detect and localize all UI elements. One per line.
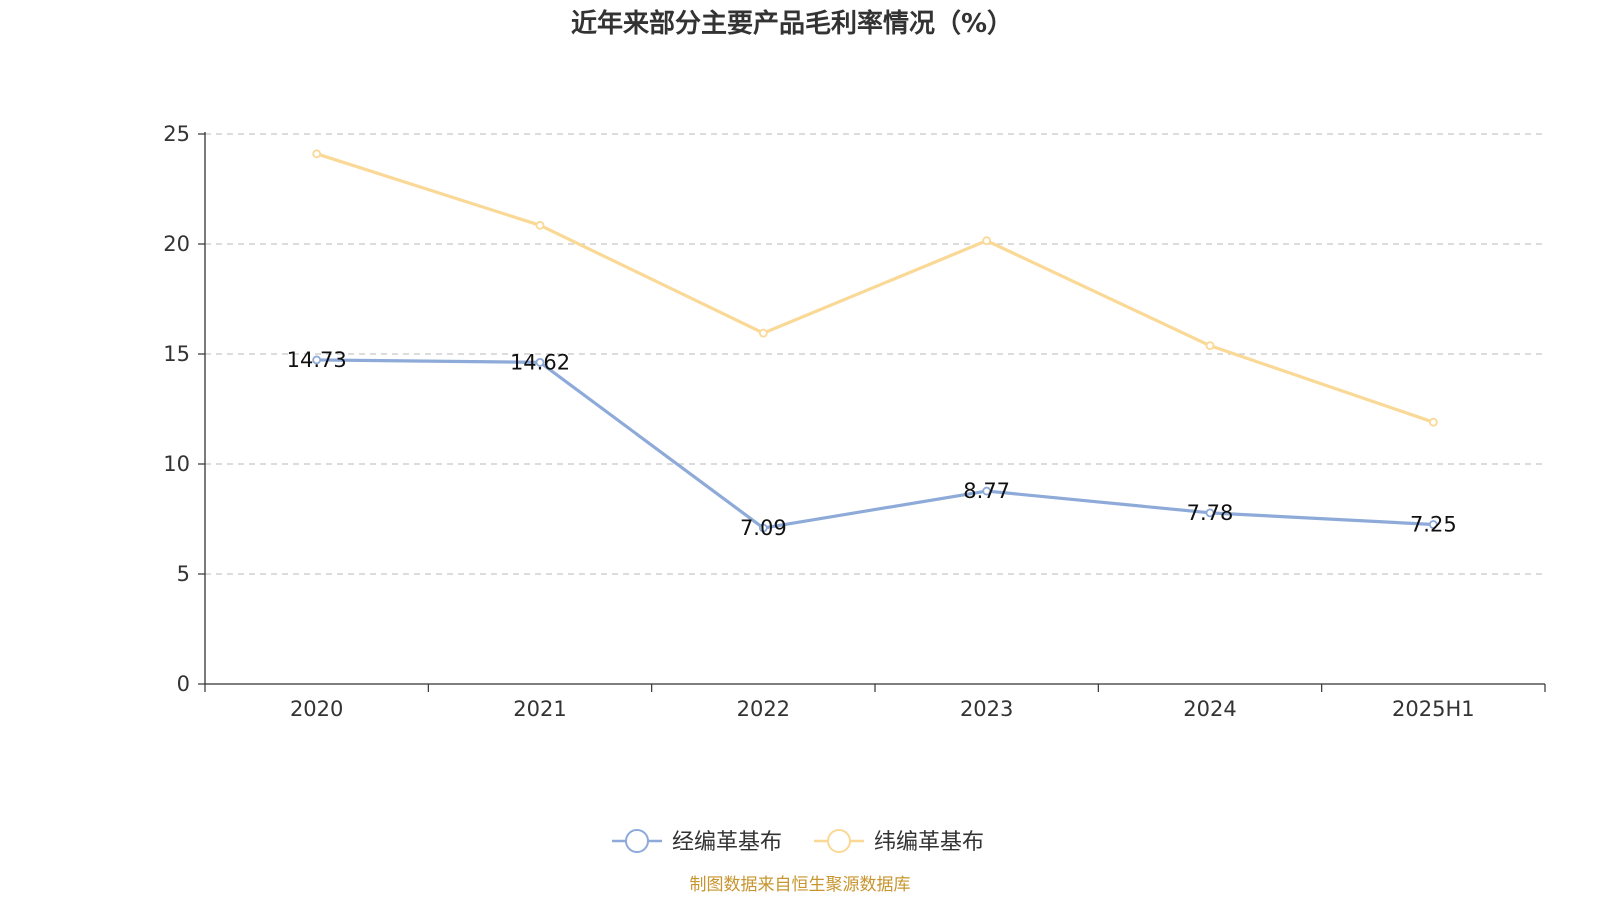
data-point xyxy=(535,220,545,230)
data-point xyxy=(1205,341,1215,351)
legend-label: 纬编革基布 xyxy=(874,830,984,855)
series-line xyxy=(316,152,1434,424)
data-point xyxy=(982,486,992,496)
x-tick-label: 2021 xyxy=(513,697,566,721)
y-tick-label: 25 xyxy=(163,122,190,146)
gridlines xyxy=(205,133,1545,575)
x-tick-label: 2022 xyxy=(737,697,790,721)
data-point xyxy=(758,328,768,338)
y-tick-label: 15 xyxy=(163,342,190,366)
y-tick-label: 5 xyxy=(177,562,190,586)
chart-title: 近年来部分主要产品毛利率情况（%） xyxy=(571,8,1013,39)
legend-item[interactable]: 经编革基布 xyxy=(612,829,782,855)
legend-marker xyxy=(827,829,851,853)
data-label: 7.25 xyxy=(1410,513,1457,537)
data-point xyxy=(535,357,545,367)
data-label: 7.09 xyxy=(740,516,787,540)
data-label: 8.77 xyxy=(963,479,1010,503)
x-tick-label: 2025H1 xyxy=(1392,697,1475,721)
legend[interactable]: 经编革基布 纬编革基布 xyxy=(612,829,984,855)
legend-item[interactable]: 纬编革基布 xyxy=(814,829,984,855)
data-label: 14.73 xyxy=(287,348,347,372)
data-point xyxy=(982,236,992,246)
series-lines xyxy=(312,149,1438,533)
source-note: 制图数据来自恒生聚源数据库 xyxy=(690,875,911,895)
y-tick-label: 20 xyxy=(163,232,190,256)
series-line xyxy=(316,358,1434,530)
data-label: 7.78 xyxy=(1187,501,1234,525)
data-label: 14.62 xyxy=(510,350,570,374)
data-point xyxy=(312,355,322,365)
legend-label: 经编革基布 xyxy=(672,830,782,855)
legend-marker xyxy=(625,829,649,853)
data-point xyxy=(312,149,322,159)
y-tick-label: 10 xyxy=(163,452,190,476)
data-point xyxy=(1428,520,1438,529)
data-labels: 14.73 14.62 7.09 8.77 7.78 7.25 xyxy=(287,348,1457,540)
data-point xyxy=(1205,508,1215,518)
x-tick-label: 2024 xyxy=(1183,697,1236,721)
x-tick-label: 2023 xyxy=(960,697,1013,721)
y-tick-label: 0 xyxy=(177,672,190,696)
x-tick-label: 2020 xyxy=(290,697,343,721)
data-point xyxy=(758,523,768,533)
data-point xyxy=(1428,417,1438,427)
axes: 0 5 10 15 20 25 2020 2021 2022 2023 2024 2025H1 xyxy=(163,122,1546,721)
